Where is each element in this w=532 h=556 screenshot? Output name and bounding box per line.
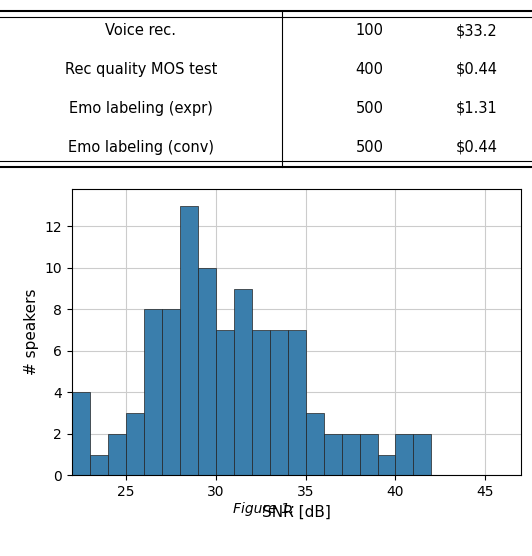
- Bar: [323, 434, 342, 475]
- Bar: [252, 330, 270, 475]
- Text: 100: 100: [355, 23, 384, 38]
- Text: Emo labeling (conv): Emo labeling (conv): [68, 140, 214, 155]
- Text: 400: 400: [355, 62, 384, 77]
- Text: 500: 500: [355, 101, 384, 116]
- Y-axis label: # speakers: # speakers: [24, 289, 39, 375]
- Bar: [162, 309, 180, 475]
- Bar: [215, 330, 234, 475]
- Text: $0.44: $0.44: [456, 62, 498, 77]
- Text: $0.44: $0.44: [456, 140, 498, 155]
- Bar: [234, 289, 252, 475]
- Text: Rec quality MOS test: Rec quality MOS test: [65, 62, 217, 77]
- Bar: [288, 330, 305, 475]
- Bar: [342, 434, 360, 475]
- Bar: [198, 268, 215, 475]
- Bar: [108, 434, 126, 475]
- Bar: [72, 393, 90, 475]
- Text: Emo labeling (expr): Emo labeling (expr): [69, 101, 213, 116]
- Bar: [360, 434, 378, 475]
- Bar: [413, 434, 431, 475]
- Text: Figure 1:: Figure 1:: [233, 502, 299, 516]
- Bar: [270, 330, 288, 475]
- Bar: [305, 413, 323, 475]
- Bar: [144, 309, 162, 475]
- Bar: [395, 434, 413, 475]
- Text: 500: 500: [355, 140, 384, 155]
- X-axis label: SNR [dB]: SNR [dB]: [262, 505, 331, 520]
- Text: $33.2: $33.2: [456, 23, 498, 38]
- Bar: [90, 455, 108, 475]
- Bar: [180, 206, 198, 475]
- Text: Voice rec.: Voice rec.: [105, 23, 177, 38]
- Text: $1.31: $1.31: [456, 101, 498, 116]
- Bar: [126, 413, 144, 475]
- Bar: [378, 455, 395, 475]
